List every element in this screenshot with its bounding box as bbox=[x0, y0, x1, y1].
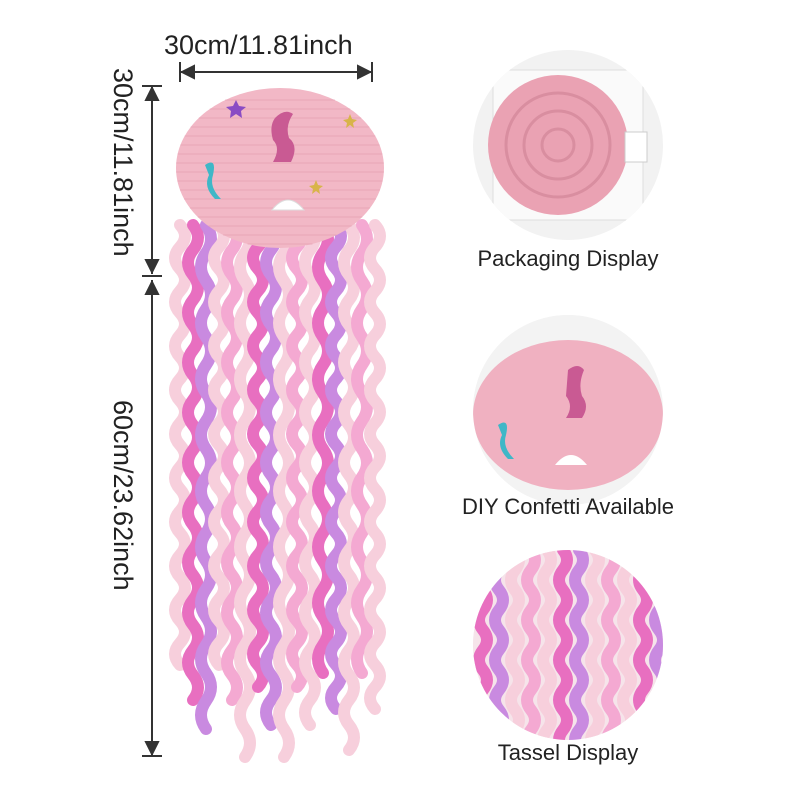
ribbon bbox=[633, 550, 653, 740]
seahorse-icon bbox=[205, 162, 221, 199]
ribbon bbox=[553, 550, 573, 740]
ribbon bbox=[221, 219, 243, 706]
width-dimension-label: 30cm/11.81inch bbox=[164, 30, 353, 60]
paper-lantern bbox=[176, 88, 384, 248]
star-icon bbox=[309, 180, 323, 194]
ribbon bbox=[473, 550, 493, 740]
ribbon bbox=[195, 219, 217, 735]
ribbon bbox=[521, 550, 541, 740]
mermaid-icon bbox=[271, 111, 295, 162]
ribbon bbox=[260, 219, 282, 731]
width-dimension-line bbox=[179, 62, 373, 82]
ribbon bbox=[169, 219, 191, 671]
ribbon bbox=[234, 219, 256, 763]
height-dimension-line bbox=[142, 85, 162, 277]
tassel-ribbons bbox=[169, 219, 386, 763]
ribbon bbox=[182, 219, 204, 706]
packaging-display-image bbox=[473, 50, 663, 240]
confetti-display-image bbox=[473, 315, 663, 505]
ribbon bbox=[505, 550, 525, 740]
ribbon bbox=[489, 550, 509, 740]
ribbon bbox=[208, 219, 230, 671]
ribbon bbox=[585, 550, 605, 740]
tassel-dimension-label: 60cm/23.62inch bbox=[108, 400, 138, 591]
tassel-display-label: Tassel Display bbox=[497, 740, 639, 765]
ribbon bbox=[273, 219, 295, 763]
ribbon bbox=[299, 219, 321, 731]
packaging-display-label: Packaging Display bbox=[477, 246, 659, 271]
tassel-display-image bbox=[473, 550, 663, 740]
star-icon bbox=[343, 114, 357, 128]
ribbon bbox=[537, 550, 557, 740]
star-icon bbox=[226, 100, 246, 118]
ribbon bbox=[649, 550, 663, 740]
ribbon bbox=[325, 219, 347, 715]
ribbon bbox=[364, 219, 386, 715]
confetti-available-label: DIY Confetti Available bbox=[462, 494, 674, 519]
tassel-dimension-line bbox=[142, 279, 162, 757]
height-dimension-label: 30cm/11.81inch bbox=[108, 68, 138, 257]
ribbon bbox=[569, 550, 589, 740]
shell-icon bbox=[270, 199, 306, 211]
ribbon bbox=[601, 550, 621, 740]
ribbon bbox=[617, 550, 637, 740]
